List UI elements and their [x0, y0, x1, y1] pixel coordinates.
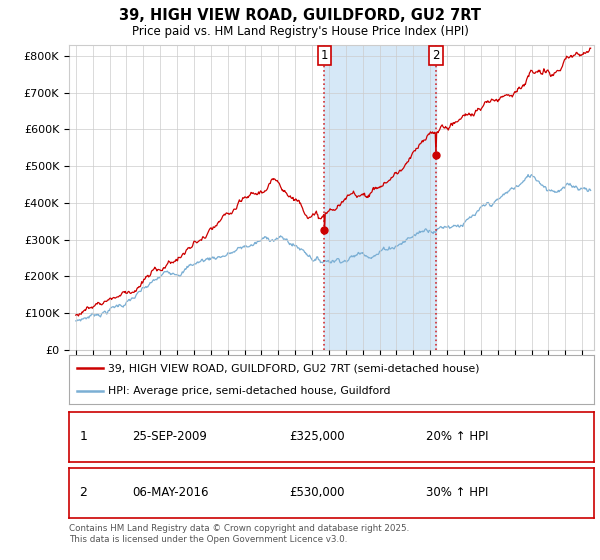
Text: 2: 2: [79, 486, 88, 500]
Text: 1: 1: [79, 430, 88, 444]
Text: HPI: Average price, semi-detached house, Guildford: HPI: Average price, semi-detached house,…: [109, 386, 391, 396]
Bar: [325, 45, 436, 350]
Text: 39, HIGH VIEW ROAD, GUILDFORD, GU2 7RT: 39, HIGH VIEW ROAD, GUILDFORD, GU2 7RT: [119, 8, 481, 24]
Text: £530,000: £530,000: [290, 486, 345, 500]
Text: £325,000: £325,000: [290, 430, 345, 444]
Text: 30% ↑ HPI: 30% ↑ HPI: [426, 486, 488, 500]
Text: 20% ↑ HPI: 20% ↑ HPI: [426, 430, 488, 444]
Text: This data is licensed under the Open Government Licence v3.0.: This data is licensed under the Open Gov…: [69, 535, 347, 544]
Text: 39, HIGH VIEW ROAD, GUILDFORD, GU2 7RT (semi-detached house): 39, HIGH VIEW ROAD, GUILDFORD, GU2 7RT (…: [109, 363, 480, 374]
Text: 2: 2: [433, 49, 440, 62]
Text: Contains HM Land Registry data © Crown copyright and database right 2025.: Contains HM Land Registry data © Crown c…: [69, 524, 409, 533]
Text: Price paid vs. HM Land Registry's House Price Index (HPI): Price paid vs. HM Land Registry's House …: [131, 25, 469, 38]
Text: 1: 1: [320, 49, 328, 62]
Text: 25-SEP-2009: 25-SEP-2009: [132, 430, 207, 444]
Text: 06-MAY-2016: 06-MAY-2016: [132, 486, 209, 500]
